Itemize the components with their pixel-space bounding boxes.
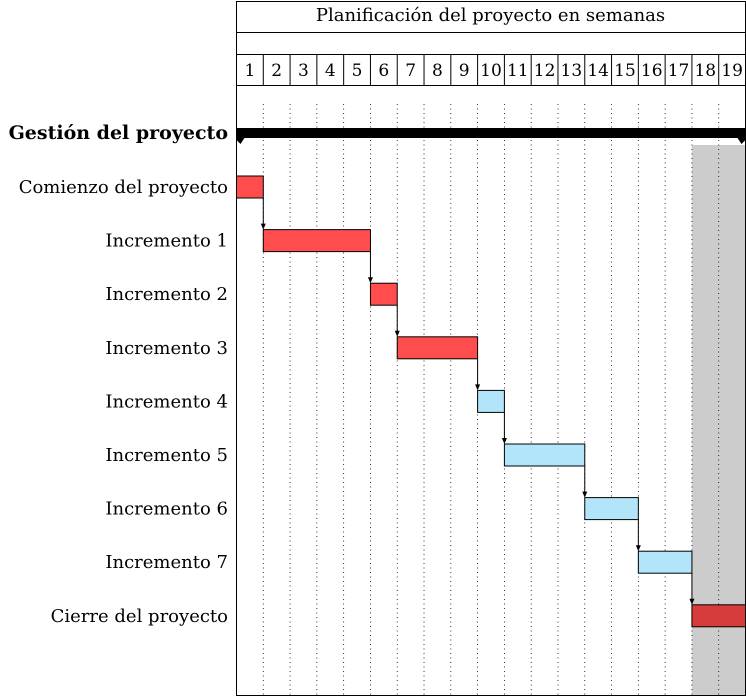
week-label: 1 <box>244 61 255 81</box>
task-label: Comienzo del proyecto <box>19 177 228 198</box>
task-label: Incremento 2 <box>105 284 228 305</box>
week-label: 13 <box>561 61 583 81</box>
task-bar <box>396 336 479 360</box>
week-label: 6 <box>378 61 389 81</box>
task-bar <box>503 443 586 467</box>
dependency-arrowhead <box>501 438 507 444</box>
task-label: Incremento 7 <box>105 552 228 573</box>
dependency-arrowhead <box>475 384 481 391</box>
week-label: 19 <box>721 61 743 81</box>
dependency-arrowhead <box>367 277 373 284</box>
task-bar <box>477 389 505 413</box>
week-label: 4 <box>325 61 336 81</box>
task-bar <box>691 604 746 628</box>
week-label: 5 <box>352 61 363 81</box>
group-bar <box>236 128 746 144</box>
week-label: 3 <box>298 61 309 81</box>
task-bar <box>369 282 398 306</box>
task-bar <box>236 175 264 199</box>
week-label: 14 <box>587 61 609 81</box>
task-label: Incremento 6 <box>105 499 228 520</box>
week-label: 18 <box>694 61 716 81</box>
week-label: 16 <box>641 61 663 81</box>
week-label: 17 <box>668 61 690 81</box>
week-label: 2 <box>271 61 282 81</box>
task-label: Incremento 4 <box>105 391 228 412</box>
task-label: Cierre del proyecto <box>51 606 228 627</box>
week-label: 10 <box>480 61 502 81</box>
task-bar <box>262 229 371 253</box>
task-bar <box>637 550 693 574</box>
dependency-arrowhead <box>394 330 400 337</box>
dependency-arrowhead <box>260 223 266 230</box>
week-label: 12 <box>534 61 556 81</box>
task-label: Incremento 1 <box>105 231 228 252</box>
task-bar <box>584 497 639 521</box>
task-label: Incremento 3 <box>105 338 228 359</box>
week-label: 11 <box>507 61 529 81</box>
week-label: 7 <box>405 61 416 81</box>
week-label: 8 <box>432 61 443 81</box>
dependency-arrowhead <box>582 491 588 498</box>
chart-title: Planificación del proyecto en semanas <box>316 5 665 26</box>
dependency-arrowhead <box>689 598 695 605</box>
task-label: Incremento 5 <box>105 445 228 466</box>
chart-frame <box>236 1 746 696</box>
week-label: 15 <box>614 61 636 81</box>
group-label: Gestión del proyecto <box>9 122 228 144</box>
week-label: 9 <box>459 61 470 81</box>
dependency-arrowhead <box>635 545 641 552</box>
